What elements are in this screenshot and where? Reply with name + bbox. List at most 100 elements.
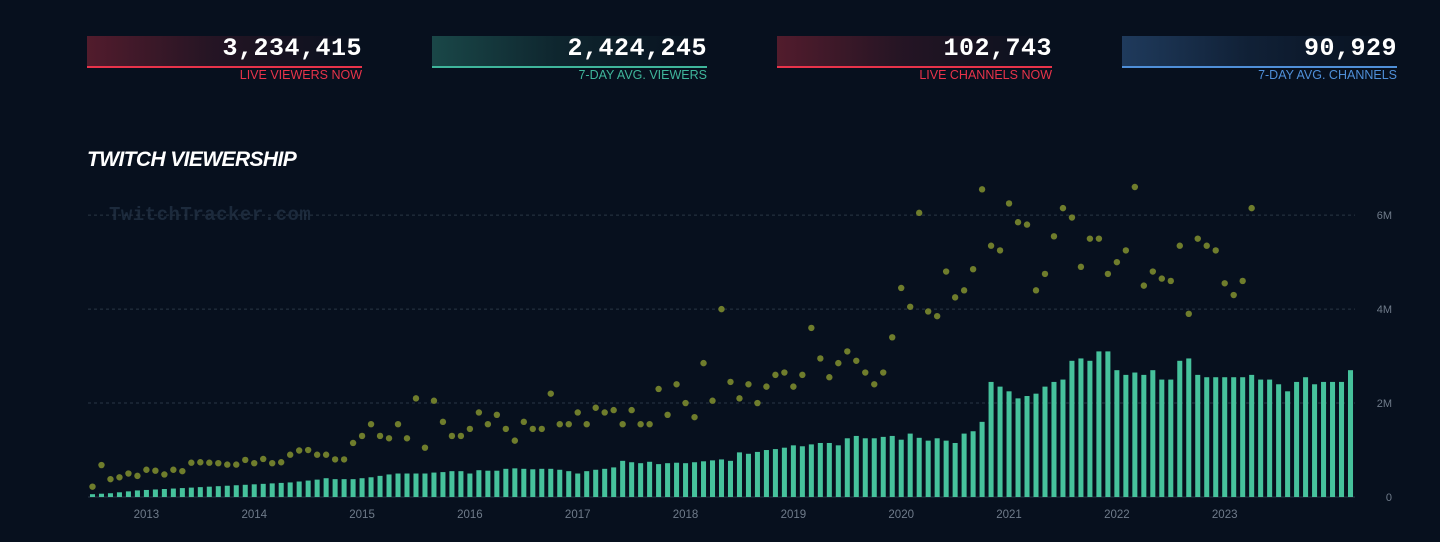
x-tick-label: 2017	[565, 509, 591, 521]
data-point	[996, 247, 1004, 254]
bar	[665, 463, 671, 497]
avg-viewers-label: 7-DAY AVG. VIEWERS	[578, 68, 707, 82]
y-tick-label: 6M	[1377, 210, 1392, 222]
data-point	[745, 381, 752, 388]
y-tick-label: 4M	[1377, 304, 1392, 316]
avg-viewers-value: 2,424,245	[567, 34, 707, 63]
bar	[476, 470, 482, 497]
data-point	[197, 459, 204, 466]
data-point	[1086, 235, 1094, 242]
data-point	[960, 287, 968, 294]
bar	[674, 462, 680, 497]
x-tick-label: 2016	[457, 509, 483, 521]
bar	[188, 487, 194, 497]
bar	[1249, 374, 1255, 497]
bar	[790, 445, 796, 497]
data-point	[1059, 204, 1067, 212]
x-tick-label: 2021	[996, 509, 1022, 521]
bar	[125, 491, 131, 497]
bar	[1276, 384, 1282, 497]
data-point	[790, 383, 797, 390]
bar	[808, 444, 814, 497]
bar	[1078, 358, 1084, 497]
data-point	[1122, 247, 1130, 254]
bar	[494, 470, 500, 497]
data-point	[1023, 221, 1031, 228]
data-point	[691, 413, 698, 421]
stat-underline	[87, 66, 362, 68]
live-viewers-label: LIVE VIEWERS NOW	[239, 68, 362, 82]
bar	[368, 477, 374, 497]
bar	[1096, 351, 1102, 497]
live-channels-value: 102,743	[943, 34, 1052, 63]
data-point	[907, 303, 914, 310]
bar	[1105, 351, 1111, 497]
bar	[422, 473, 428, 497]
bar	[107, 493, 113, 497]
data-point	[188, 459, 195, 466]
data-point	[556, 420, 563, 428]
bar	[880, 436, 886, 497]
data-point	[727, 378, 734, 386]
bar	[485, 470, 491, 497]
data-point	[826, 374, 833, 381]
bar	[269, 483, 275, 497]
data-point	[367, 420, 375, 428]
bar	[206, 486, 212, 497]
stat-highlight	[1122, 36, 1397, 67]
data-point	[700, 359, 707, 367]
bar	[431, 472, 437, 497]
bar	[575, 473, 581, 497]
data-point	[781, 369, 788, 376]
data-point	[933, 312, 941, 320]
live-channels-label: LIVE CHANNELS NOW	[919, 68, 1052, 82]
bar	[1303, 377, 1309, 497]
data-point	[152, 467, 159, 474]
bar	[638, 463, 644, 497]
data-point	[1194, 235, 1201, 242]
y-tick-label: 2M	[1377, 398, 1392, 410]
bar	[1006, 391, 1012, 497]
data-point	[412, 395, 420, 402]
data-point	[403, 435, 411, 442]
bar	[1330, 381, 1336, 497]
bar	[278, 482, 284, 497]
x-tick-label: 2013	[134, 509, 160, 521]
data-point	[1131, 183, 1139, 191]
bar	[143, 489, 149, 497]
bar	[440, 472, 446, 497]
bar	[1312, 384, 1318, 497]
bar	[1213, 377, 1219, 497]
bar	[1132, 372, 1138, 497]
bar	[683, 463, 689, 497]
stat-live-viewers: 3,234,415 LIVE VIEWERS NOW	[87, 32, 362, 86]
bar	[754, 451, 760, 497]
data-point	[619, 420, 626, 428]
bar	[458, 471, 464, 497]
data-point	[565, 420, 572, 428]
data-point	[978, 186, 986, 193]
data-point	[898, 284, 905, 292]
bar	[1285, 391, 1291, 497]
data-point	[511, 437, 519, 444]
bar	[539, 468, 545, 497]
bar	[1347, 370, 1354, 497]
data-point	[1239, 277, 1246, 285]
bar	[1339, 381, 1345, 497]
bar	[1159, 379, 1165, 497]
bar	[386, 474, 392, 497]
stat-highlight	[432, 36, 707, 67]
data-point	[1158, 275, 1166, 282]
bar	[772, 449, 778, 497]
bar	[1069, 360, 1075, 497]
data-point	[1230, 291, 1237, 299]
data-point	[1104, 270, 1112, 278]
stat-highlight	[87, 36, 362, 67]
data-point	[1014, 219, 1022, 226]
bar	[1042, 386, 1048, 497]
data-point	[322, 451, 330, 458]
bar	[718, 459, 725, 497]
bar	[296, 481, 302, 497]
bar	[152, 489, 158, 497]
bar	[934, 438, 940, 497]
